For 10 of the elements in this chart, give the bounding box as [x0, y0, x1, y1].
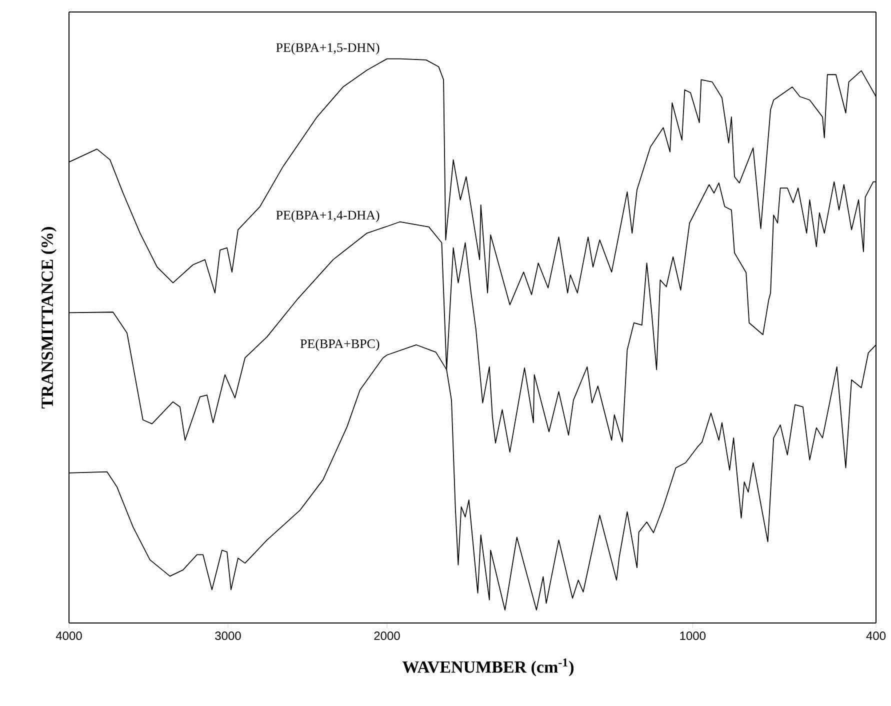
x-tick-label: 1000: [680, 632, 706, 640]
series-label: PE(BPA+BPC): [300, 339, 380, 351]
x-axis-title: WAVENUMBER (cm$^{-1}$): [402, 658, 574, 676]
x-tick-label: 2000: [374, 632, 400, 640]
y-axis-title: TRANSMITTANCE (%): [41, 227, 56, 408]
x-tick-label: 3000: [215, 632, 241, 640]
x-tick-label: 400: [866, 632, 886, 640]
series-label: PE(BPA+1,4-DHA): [276, 210, 380, 222]
x-tick-label: 4000: [56, 632, 82, 640]
series-label: PE(BPA+1,5-DHN): [276, 42, 380, 55]
